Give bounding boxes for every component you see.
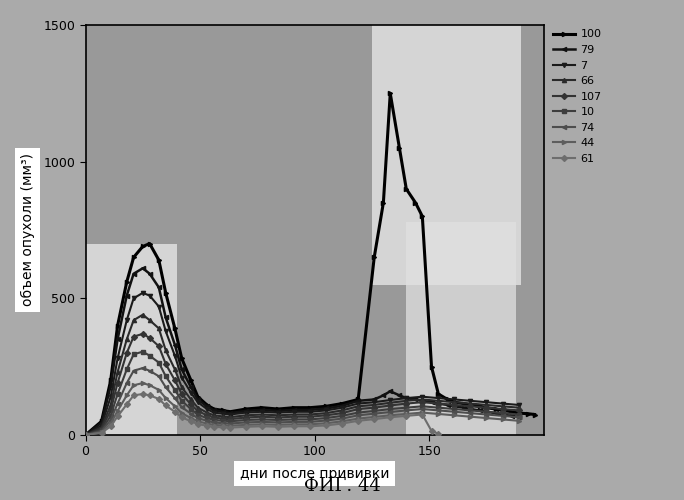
Bar [372,25,521,284]
Text: ФИГ. 44: ФИГ. 44 [304,477,380,495]
Y-axis label: объем опухоли (мм³): объем опухоли (мм³) [21,154,35,306]
Bar [86,244,177,435]
X-axis label: дни после прививки: дни после прививки [240,467,389,481]
Bar [406,222,516,435]
Legend: 100, 79, 7, 66, 107, 10, 74, 44, 61: 100, 79, 7, 66, 107, 10, 74, 44, 61 [549,25,606,169]
